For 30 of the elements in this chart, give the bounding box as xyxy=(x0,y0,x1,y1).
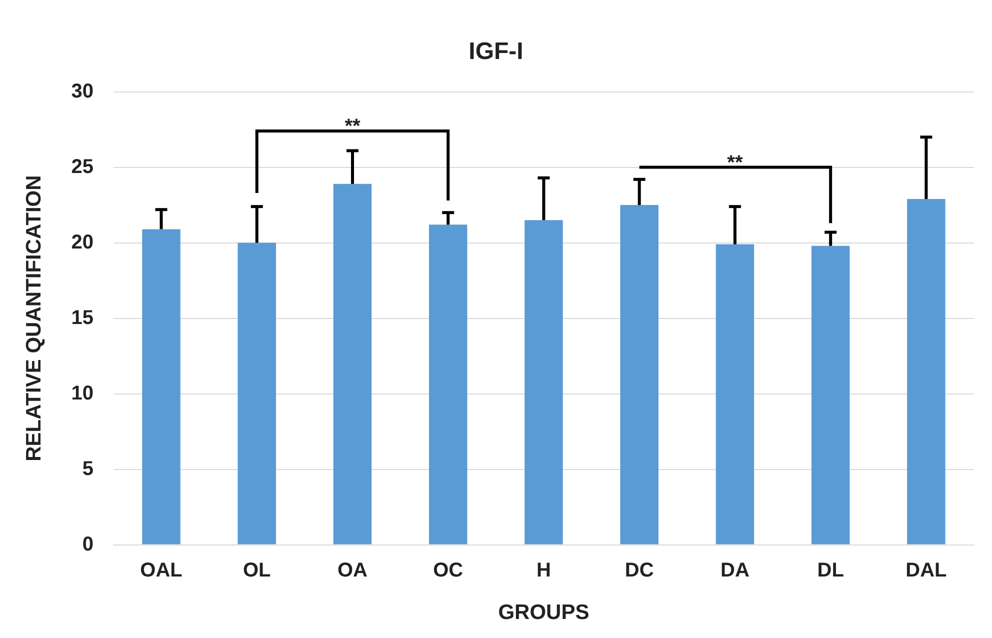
bar xyxy=(620,205,658,544)
y-tick-label: 30 xyxy=(71,80,94,102)
x-tick-label: DA xyxy=(720,559,750,582)
chart-title: IGF-I xyxy=(468,38,524,66)
bar xyxy=(333,184,372,544)
y-tick-label: 15 xyxy=(71,306,94,329)
x-tick-label: OL xyxy=(242,559,271,582)
x-tick-label: DAL xyxy=(906,559,947,582)
bar xyxy=(142,229,180,544)
y-tick-label: 25 xyxy=(71,156,94,178)
y-tick-label: 5 xyxy=(82,458,94,480)
y-axis-title: RELATIVE QUANTIFICATION xyxy=(22,175,46,462)
x-axis-title: GROUPS xyxy=(498,601,590,624)
x-tick-label: OC xyxy=(433,559,464,582)
annotation: ** xyxy=(344,116,360,138)
bar xyxy=(524,220,563,544)
y-tick-label: 0 xyxy=(82,533,94,556)
bar xyxy=(811,246,850,544)
annotation: ** xyxy=(727,152,743,174)
bar xyxy=(238,242,276,544)
x-tick-label: DL xyxy=(817,559,844,582)
x-tick-label: OA xyxy=(337,559,368,582)
bar xyxy=(716,244,754,544)
y-tick-label: 10 xyxy=(71,382,94,404)
x-tick-label: H xyxy=(536,559,551,582)
bar xyxy=(428,224,468,544)
x-tick-label: OAL xyxy=(140,559,182,582)
bar xyxy=(907,199,946,544)
x-tick-label: DC xyxy=(624,559,654,582)
y-tick-label: 20 xyxy=(71,231,94,254)
